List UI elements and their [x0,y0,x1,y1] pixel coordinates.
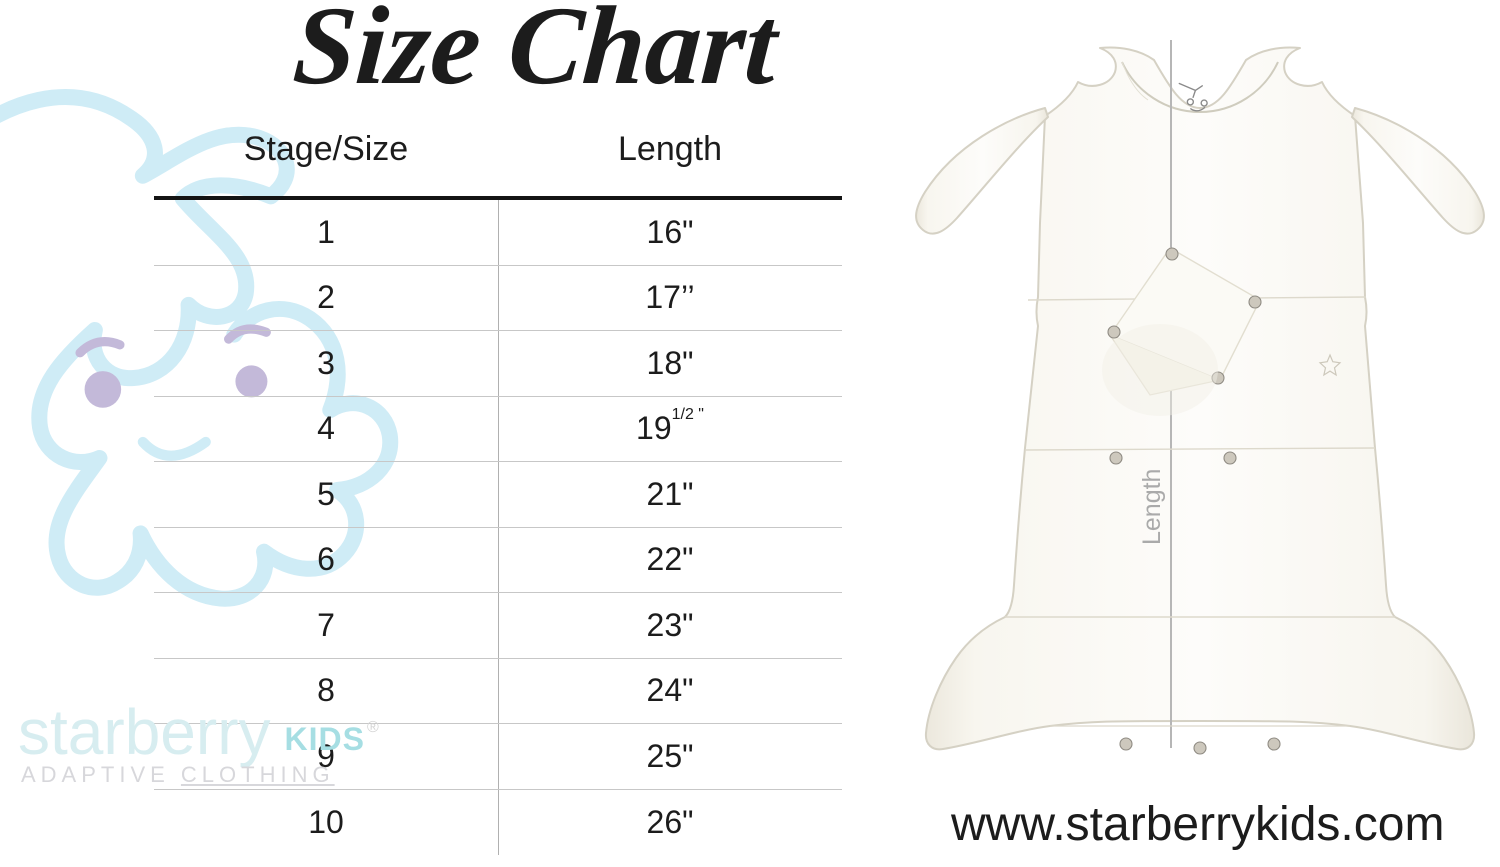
svg-text:Length: Length [1138,469,1166,545]
